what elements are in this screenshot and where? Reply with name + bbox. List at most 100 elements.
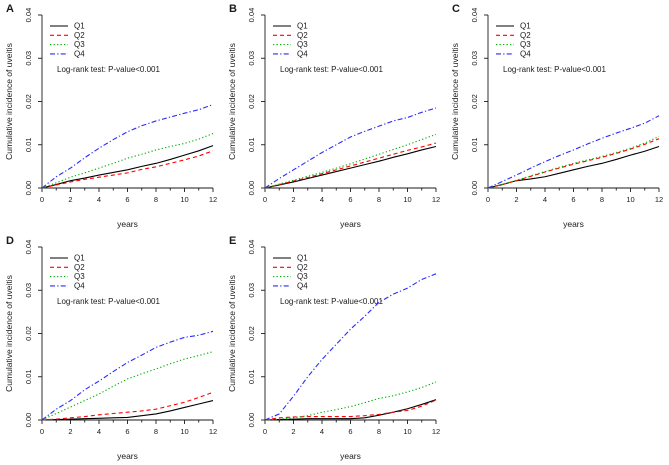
x-axis-title: years — [117, 451, 138, 461]
y-tick-label: 0.02 — [470, 94, 479, 109]
curve-Q1 — [41, 145, 214, 189]
curve-Q1 — [41, 400, 214, 421]
y-axis-title: Cumulative incidence of uveitis — [4, 275, 14, 392]
x-tick-label: 6 — [348, 427, 352, 436]
y-axis-title: Cumulative incidence of uveitis — [450, 43, 460, 160]
x-tick-label: 0 — [263, 427, 267, 436]
legend-label-Q4: Q4 — [74, 282, 85, 291]
x-tick-label: 12 — [432, 195, 440, 204]
panel-letter: B — [229, 3, 237, 15]
legend-label-Q2: Q2 — [297, 31, 308, 40]
x-tick-label: 12 — [432, 427, 440, 436]
panel-D: D 0 2 4 6 8 10 12 years 0.00 0.01 0.02 0.03 0.04 Cumul… — [0, 232, 223, 464]
y-tick-label: 0.02 — [247, 326, 256, 341]
panel-E: E 0 2 4 6 8 10 12 years 0.00 0.01 0.02 0.03 0.04 Cumul… — [223, 232, 446, 464]
curve-Q4 — [41, 104, 214, 189]
x-tick-label: 6 — [125, 195, 129, 204]
y-tick-label: 0.04 — [470, 8, 479, 23]
x-tick-label: 0 — [40, 195, 44, 204]
x-tick-label: 0 — [486, 195, 490, 204]
empty-cell — [446, 232, 669, 464]
chart-B: B 0 2 4 6 8 10 12 years 0.00 0.01 0.02 0.03 0.04 Cumul… — [227, 3, 440, 229]
panel-B: B 0 2 4 6 8 10 12 years 0.00 0.01 0.02 0.03 0.04 Cumul… — [223, 0, 446, 232]
y-tick-label: 0.04 — [24, 8, 33, 23]
y-axis-title: Cumulative incidence of uveitis — [227, 43, 237, 160]
curve-Q2 — [41, 150, 214, 189]
x-tick-label: 6 — [571, 195, 575, 204]
legend-label-Q3: Q3 — [74, 272, 85, 281]
x-tick-label: 6 — [348, 195, 352, 204]
y-tick-label: 0.00 — [24, 181, 33, 196]
x-tick-label: 8 — [154, 195, 158, 204]
y-tick-label: 0.02 — [24, 326, 33, 341]
x-tick-label: 10 — [403, 195, 411, 204]
x-tick-label: 2 — [514, 195, 518, 204]
x-tick-label: 2 — [68, 195, 72, 204]
curve-Q4 — [264, 107, 437, 189]
curve-Q3 — [41, 132, 214, 189]
x-axis-title: years — [340, 451, 361, 461]
x-tick-label: 6 — [125, 427, 129, 436]
legend-label-Q4: Q4 — [297, 50, 308, 59]
legend-label-Q1: Q1 — [520, 22, 531, 31]
x-tick-label: 4 — [97, 427, 101, 436]
legend-label-Q2: Q2 — [74, 31, 85, 40]
y-tick-label: 0.00 — [247, 181, 256, 196]
x-axis-title: years — [117, 219, 138, 229]
y-tick-label: 0.03 — [247, 51, 256, 66]
y-tick-label: 0.03 — [24, 51, 33, 66]
x-tick-label: 12 — [655, 195, 663, 204]
legend-label-Q1: Q1 — [297, 22, 308, 31]
x-axis-title: years — [340, 219, 361, 229]
panel-C: C 0 2 4 6 8 10 12 years 0.00 0.01 0.02 0.03 0.04 Cumul… — [446, 0, 669, 232]
x-tick-label: 4 — [97, 195, 101, 204]
y-tick-label: 0.01 — [247, 369, 256, 384]
legend-label-Q1: Q1 — [74, 254, 85, 263]
y-tick-label: 0.03 — [470, 51, 479, 66]
chart-C: C 0 2 4 6 8 10 12 years 0.00 0.01 0.02 0.03 0.04 Cumul… — [450, 3, 663, 229]
legend-label-Q2: Q2 — [74, 263, 85, 272]
chart-D: D 0 2 4 6 8 10 12 years 0.00 0.01 0.02 0.03 0.04 Cumul… — [4, 235, 217, 461]
legend-label-Q1: Q1 — [74, 22, 85, 31]
curve-Q1 — [487, 145, 660, 189]
panel-A: A 0 2 4 6 8 10 12 years 0.00 0.01 0.02 0.03 0.04 Cumul… — [0, 0, 223, 232]
legend-label-Q3: Q3 — [297, 272, 308, 281]
logrank-annotation: Log-rank test: P-value<0.001 — [280, 297, 384, 306]
curve-Q3 — [487, 136, 660, 189]
curve-Q2 — [487, 138, 660, 189]
x-tick-label: 10 — [626, 195, 634, 204]
legend-label-Q2: Q2 — [297, 263, 308, 272]
x-tick-label: 2 — [291, 427, 295, 436]
y-tick-label: 0.00 — [24, 413, 33, 428]
y-tick-label: 0.02 — [247, 94, 256, 109]
chart-E: E 0 2 4 6 8 10 12 years 0.00 0.01 0.02 0.03 0.04 Cumul… — [227, 235, 440, 461]
y-axis-title: Cumulative incidence of uveitis — [227, 275, 237, 392]
y-tick-label: 0.01 — [247, 137, 256, 152]
curve-Q3 — [41, 351, 214, 421]
y-tick-label: 0.04 — [24, 240, 33, 255]
curve-Q4 — [487, 115, 660, 189]
panel-letter: D — [6, 235, 14, 247]
y-tick-label: 0.04 — [247, 240, 256, 255]
y-tick-label: 0.01 — [470, 137, 479, 152]
x-tick-label: 2 — [291, 195, 295, 204]
legend-label-Q4: Q4 — [297, 282, 308, 291]
logrank-annotation: Log-rank test: P-value<0.001 — [57, 65, 161, 74]
y-axis-title: Cumulative incidence of uveitis — [4, 43, 14, 160]
curve-Q2 — [264, 399, 437, 421]
x-tick-label: 8 — [377, 195, 381, 204]
y-tick-label: 0.04 — [247, 8, 256, 23]
legend-label-Q1: Q1 — [297, 254, 308, 263]
curve-Q1 — [264, 399, 437, 421]
x-tick-label: 10 — [403, 427, 411, 436]
curve-Q2 — [41, 391, 214, 421]
x-tick-label: 4 — [543, 195, 547, 204]
curve-Q4 — [41, 330, 214, 421]
x-axis-title: years — [563, 219, 584, 229]
panel-letter: A — [6, 3, 14, 15]
x-tick-label: 8 — [377, 427, 381, 436]
y-tick-label: 0.00 — [247, 413, 256, 428]
panel-letter: C — [452, 3, 460, 15]
y-tick-label: 0.01 — [24, 369, 33, 384]
x-tick-label: 8 — [154, 427, 158, 436]
